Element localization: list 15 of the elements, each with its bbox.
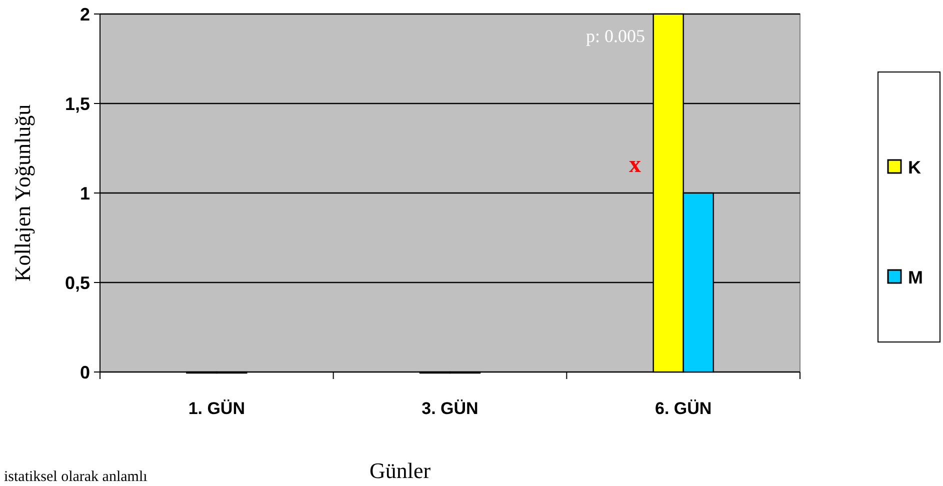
x-tick-label: 6. GÜN: [654, 399, 712, 418]
text: istatiksel olarak anlamlı: [4, 469, 148, 485]
x-axis-title: Günler: [369, 458, 432, 483]
y-axis-title: Kollajen Yoğunluğu: [10, 104, 35, 282]
y-tick-label: 1,5: [64, 94, 90, 114]
legend-label: K: [908, 157, 921, 178]
y-tick-label: 2: [80, 4, 90, 24]
y-tick-label: 1: [80, 183, 90, 204]
annotation: x: [629, 152, 641, 178]
annotation: p: 0.005: [586, 26, 645, 46]
x-tick-label: 3. GÜN: [422, 399, 478, 418]
legend-label: M: [908, 267, 923, 288]
y-tick-label: 0: [80, 362, 90, 382]
y-tick-label: 0,5: [64, 272, 90, 293]
x-tick-label: 1. GÜN: [188, 399, 246, 418]
